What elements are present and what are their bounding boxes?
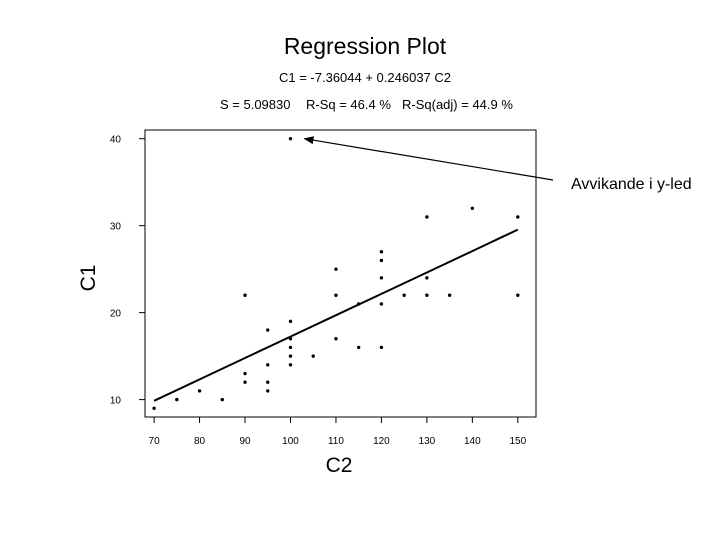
data-point	[288, 337, 293, 341]
data-point	[379, 302, 384, 306]
x-axis-label: C2	[326, 454, 353, 477]
data-point	[447, 293, 452, 297]
data-point	[243, 380, 247, 384]
data-point	[288, 136, 293, 141]
data-point	[220, 397, 224, 402]
data-point	[266, 328, 270, 332]
data-point	[266, 380, 270, 384]
y-tick-label: 20	[110, 309, 122, 320]
data-point	[516, 215, 520, 219]
y-axis-label: C1	[77, 265, 100, 292]
data-point	[402, 293, 406, 297]
x-tick-label: 110	[328, 436, 344, 447]
data-point	[243, 293, 247, 297]
data-point	[379, 258, 384, 263]
y-tick-label: 40	[110, 135, 122, 146]
data-point	[334, 293, 338, 297]
annotation-arrow	[303, 136, 554, 181]
data-point	[288, 363, 293, 367]
x-tick-label: 70	[149, 436, 161, 447]
stat-s: S = 5.09830	[220, 97, 291, 112]
data-point	[243, 371, 247, 376]
data-point	[266, 389, 270, 393]
data-point	[288, 354, 293, 358]
data-point	[516, 293, 520, 297]
regression-line	[153, 228, 519, 402]
data-point	[470, 206, 475, 210]
data-point	[379, 345, 384, 350]
data-point	[379, 250, 384, 254]
data-point	[356, 302, 361, 306]
data-point	[197, 389, 202, 393]
regression-equation: C1 = -7.36044 + 0.246037 C2	[278, 70, 452, 85]
data-point	[379, 276, 384, 280]
outlier-annotation: Avvikande i y-led	[571, 176, 692, 193]
stat-rsq-adj: R-Sq(adj) = 44.9 %	[402, 97, 513, 112]
data-point	[334, 267, 338, 271]
chart-title: Regression Plot	[283, 33, 447, 59]
data-point	[425, 215, 429, 219]
y-tick-label: 10	[110, 396, 122, 407]
data-point	[266, 363, 270, 367]
x-tick-label: 100	[282, 436, 299, 447]
x-tick-label: 150	[509, 436, 526, 447]
data-point	[425, 293, 429, 297]
x-tick-label: 80	[194, 436, 206, 447]
x-tick-label: 120	[373, 436, 390, 447]
data-point	[311, 354, 315, 358]
data-point	[175, 397, 179, 402]
data-point	[425, 276, 429, 280]
data-point	[356, 345, 361, 350]
data-point	[334, 337, 338, 341]
x-tick-label: 140	[464, 436, 481, 447]
x-tick-label: 130	[419, 436, 436, 447]
data-point	[152, 406, 156, 411]
x-tick-label: 90	[239, 436, 251, 447]
y-tick-label: 30	[110, 222, 122, 233]
data-point	[288, 319, 293, 324]
data-point	[288, 345, 293, 350]
stat-rsq: R-Sq = 46.4 %	[306, 97, 391, 112]
plot-frame	[144, 129, 537, 418]
